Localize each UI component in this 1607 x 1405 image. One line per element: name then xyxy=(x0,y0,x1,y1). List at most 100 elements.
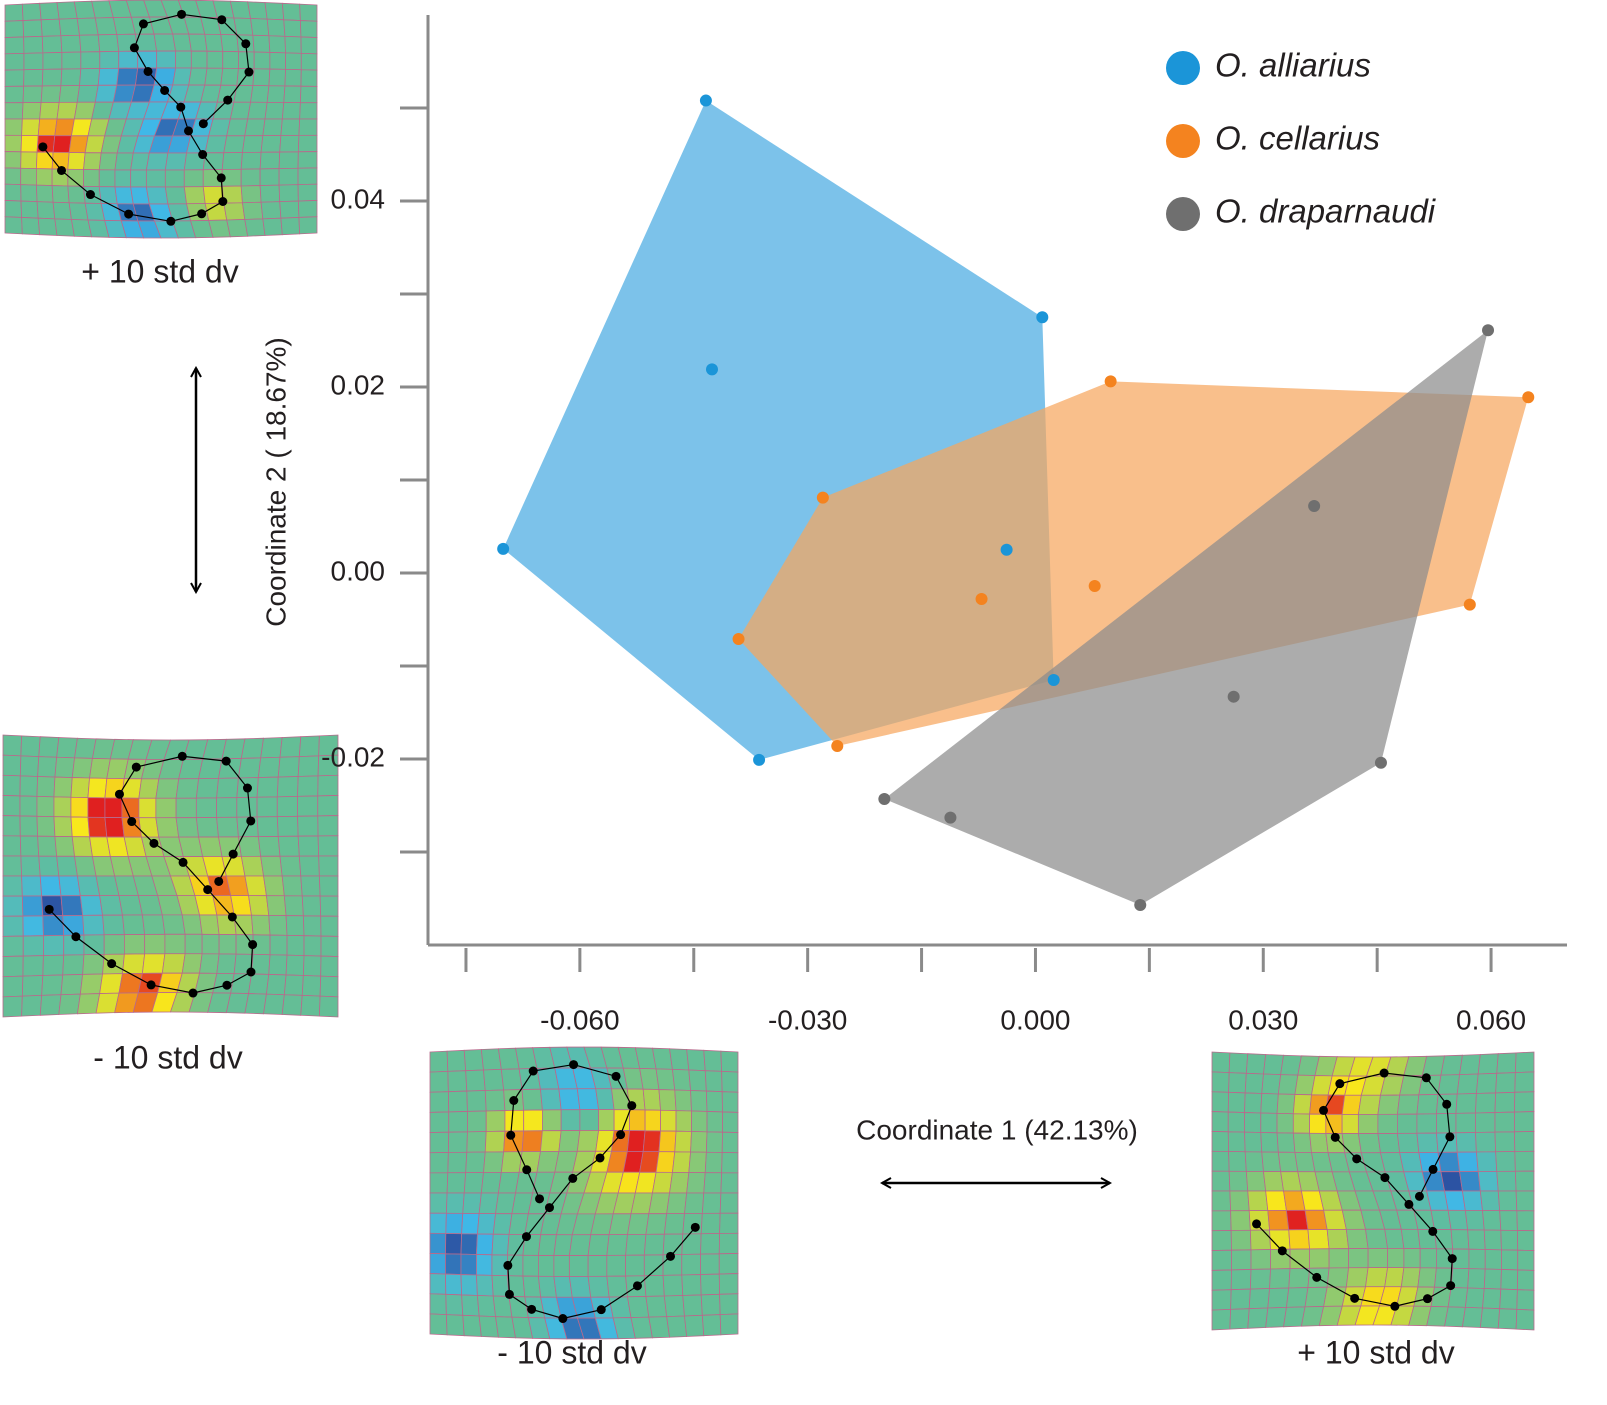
grid-cell xyxy=(19,795,38,817)
grid-cell xyxy=(690,1090,708,1112)
landmark xyxy=(160,85,170,95)
grid-cell xyxy=(666,1315,688,1338)
grid-cell xyxy=(1416,1113,1437,1134)
grid-cell xyxy=(1260,1093,1279,1114)
grid-cell xyxy=(1400,1228,1421,1249)
grid-cell xyxy=(155,778,180,799)
grid-cell xyxy=(241,135,264,153)
grid-cell xyxy=(568,1275,592,1298)
grid-cell xyxy=(37,118,58,137)
grid-cell xyxy=(429,1293,447,1316)
grid-cell xyxy=(2,754,22,777)
grid-cell xyxy=(87,797,106,818)
landmark xyxy=(138,19,148,29)
grid-cell xyxy=(97,34,120,53)
grid-cell xyxy=(476,1274,494,1297)
grid-cell xyxy=(460,1233,478,1255)
grid-cell xyxy=(237,836,262,857)
grid-cell xyxy=(688,1069,707,1092)
landmark xyxy=(1445,1132,1455,1142)
grid-cell xyxy=(236,796,258,818)
grid-cell xyxy=(256,776,279,798)
grid-cell xyxy=(4,183,22,202)
grid-cell xyxy=(1227,1131,1246,1153)
grid-cell xyxy=(460,1274,478,1296)
grid-cell xyxy=(41,35,63,54)
grid-cell xyxy=(248,895,270,916)
grid-cell xyxy=(223,135,246,154)
grid-cell xyxy=(1211,1289,1232,1311)
grid-cell xyxy=(39,994,62,1016)
grid-cell xyxy=(1248,1288,1271,1310)
y-tick-label: 0.00 xyxy=(331,555,386,586)
grid-cell xyxy=(79,34,101,53)
grid-cell xyxy=(21,217,41,236)
grid-cell xyxy=(319,975,339,998)
grid-cell xyxy=(701,1192,722,1214)
grid-cell xyxy=(1230,1210,1251,1231)
grid-cell xyxy=(99,50,120,69)
landmark xyxy=(131,762,141,772)
grid-cell xyxy=(700,1253,720,1275)
grid-cell xyxy=(99,895,123,916)
grid-cell xyxy=(1245,1170,1267,1192)
grid-cell xyxy=(39,2,60,21)
grid-cell xyxy=(268,954,288,976)
grid-cell xyxy=(462,1192,482,1214)
grid-cell xyxy=(2,995,23,1018)
grid-cell xyxy=(1482,1210,1502,1231)
grid-cell xyxy=(21,875,43,897)
grid-cell xyxy=(19,775,39,797)
grid-cell xyxy=(655,1151,676,1173)
point xyxy=(1482,324,1495,337)
grid-cell xyxy=(1494,1111,1515,1133)
x-tick-label: -0.060 xyxy=(540,1004,619,1035)
grid-cell xyxy=(4,151,22,169)
grid-cell xyxy=(1483,1229,1502,1251)
grid-cell xyxy=(1416,1132,1439,1153)
grid-cell xyxy=(666,1192,688,1215)
grid-cell xyxy=(318,995,339,1018)
grid-cell xyxy=(206,50,224,69)
grid-cell xyxy=(1455,1112,1476,1134)
grid-cell xyxy=(429,1111,450,1133)
grid-cell xyxy=(259,151,281,170)
grid-cell xyxy=(80,51,101,70)
grid-cell xyxy=(279,135,300,153)
landmark xyxy=(124,209,134,219)
landmark xyxy=(85,190,95,200)
grid-cell xyxy=(1309,1113,1327,1134)
grid-cell xyxy=(429,1050,449,1073)
point xyxy=(1374,756,1387,769)
grid-cell xyxy=(269,52,286,70)
grid-cell xyxy=(240,737,265,759)
grid-cell xyxy=(648,1316,671,1339)
grid-cell xyxy=(240,151,262,170)
grid-cell xyxy=(704,1151,723,1174)
grid-cell xyxy=(705,1131,723,1153)
grid-cell xyxy=(4,200,23,218)
point xyxy=(1000,543,1013,556)
grid-cell xyxy=(627,1213,650,1235)
grid-cell xyxy=(58,875,81,897)
point xyxy=(944,811,957,824)
legend-marker xyxy=(1166,197,1200,231)
grid-cell xyxy=(1499,1210,1518,1231)
grid-cell xyxy=(722,1111,739,1133)
grid-cell xyxy=(1249,1229,1271,1251)
landmark xyxy=(1390,1301,1400,1311)
grid-cell xyxy=(587,1255,608,1277)
grid-cell xyxy=(70,777,90,799)
grid-cell xyxy=(299,102,318,120)
grid-cell xyxy=(283,895,304,917)
grid-cell xyxy=(21,994,43,1017)
grid-cell xyxy=(266,18,286,37)
landmark xyxy=(1428,1164,1438,1174)
grid-cell xyxy=(299,85,318,104)
grid-cell xyxy=(53,776,73,798)
grid-cell xyxy=(198,758,223,780)
grid-cell xyxy=(1387,1248,1405,1269)
grid-cell xyxy=(429,1273,447,1295)
grid-cell xyxy=(671,1068,692,1091)
grid-cell xyxy=(279,855,302,877)
